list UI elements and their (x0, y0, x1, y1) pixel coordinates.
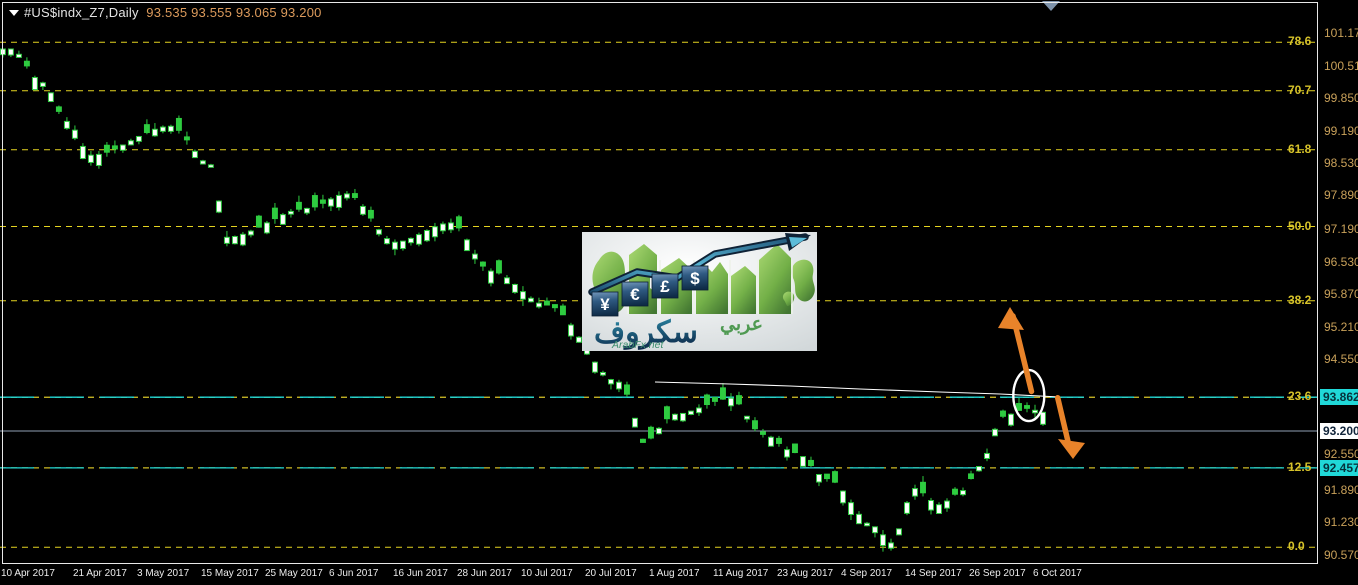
svg-text:عربي: عربي (720, 314, 763, 336)
svg-text:ArabFx.net: ArabFx.net (611, 339, 664, 351)
svg-text:£: £ (660, 277, 670, 296)
svg-text:¥: ¥ (600, 295, 610, 314)
svg-text:€: € (630, 285, 640, 304)
svg-text:$: $ (690, 269, 700, 288)
